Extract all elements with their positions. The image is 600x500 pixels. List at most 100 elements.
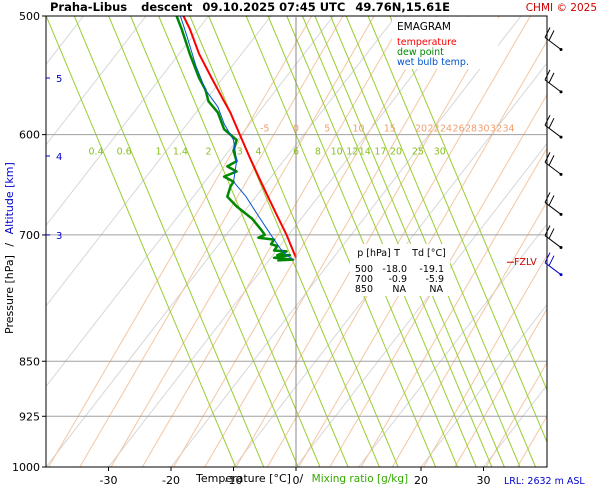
mixing-ratio-line — [301, 16, 493, 467]
table-cell-700-t: -0.9 — [388, 274, 407, 285]
mixing-ratio-label: 6 — [293, 147, 299, 158]
barb-shaft — [544, 79, 562, 93]
x-tick-label: 0 — [293, 474, 300, 487]
table-cell-850-td: NA — [429, 284, 443, 295]
isotherm-label: 30 — [477, 124, 489, 135]
barb-feather — [544, 27, 551, 38]
legend: EMAGRAM temperature dew point wet bulb t… — [392, 17, 498, 69]
barb-feather — [548, 228, 555, 239]
altitude-tick-label: 3 — [56, 231, 62, 242]
wind-barb — [544, 27, 563, 52]
altitude-tick-label: 5 — [56, 74, 62, 85]
mixing-ratio-label: 1 — [155, 147, 161, 158]
table-header-td: Td [°C] — [411, 248, 446, 259]
wind-barb — [544, 152, 563, 176]
legend-box — [392, 17, 498, 69]
series-temperature — [182, 16, 297, 259]
table-header-t: T — [393, 248, 400, 259]
fzlv-label: FZLV — [514, 257, 537, 268]
barb-feather — [548, 155, 555, 166]
isotherm-label: 24 — [440, 124, 452, 135]
barb-station-dot — [559, 48, 563, 52]
x-tick-label: -30 — [100, 474, 118, 487]
dry-adiabat — [423, 254, 547, 467]
dry-adiabat — [298, 40, 547, 467]
table-header-p: p [hPa] — [357, 248, 391, 259]
y-tick-label: 500 — [19, 10, 40, 23]
mixing-ratio-line — [108, 16, 299, 467]
isotherm — [170, 16, 522, 467]
mixing-ratio-label: 17 — [374, 147, 386, 158]
wind-barb — [544, 252, 563, 277]
barb-station-dot — [559, 135, 563, 139]
isotherm — [46, 16, 209, 227]
barb-feather — [548, 72, 555, 84]
table-cell-500-td: -19.1 — [419, 264, 444, 275]
isotherm-label: 20 — [415, 124, 427, 135]
dry-adiabat — [391, 200, 547, 467]
dry-adiabat — [204, 16, 469, 467]
mixing-ratio-line — [46, 16, 237, 467]
profile-series — [175, 16, 297, 262]
barb-shaft — [544, 161, 562, 175]
barb-feather — [548, 255, 555, 266]
barb-feather — [544, 192, 551, 203]
sounding-phase: descent — [141, 0, 193, 14]
legend-dew-point: dew point — [397, 47, 444, 58]
dry-adiabat — [454, 308, 547, 467]
isotherm — [46, 16, 147, 146]
wind-barb — [544, 192, 563, 216]
isotherm — [46, 16, 272, 307]
x-tick-label: -10 — [225, 474, 243, 487]
x-tick-label: -20 — [162, 474, 180, 487]
isotherm — [108, 16, 459, 467]
barb-feather — [544, 69, 551, 81]
barb-shaft — [544, 37, 562, 50]
barb-feather — [544, 114, 551, 126]
mixing-ratio-label: 0.6 — [117, 147, 132, 158]
mixing-ratio-label: 8 — [315, 147, 321, 158]
table-cell-850-t: NA — [392, 284, 406, 295]
x-axis-title: Temperature [°C] / Mixing ratio [g/kg] — [195, 472, 408, 485]
mixing-ratio-label: 0.4 — [88, 147, 103, 158]
isotherm — [233, 62, 547, 467]
copyright: CHMI © 2025 — [526, 2, 597, 14]
dry-adiabat — [266, 16, 531, 467]
y-tick-label: 1000 — [12, 461, 40, 474]
dry-adiabat — [173, 16, 438, 467]
x-axis-label-2: Mixing ratio [g/kg] — [312, 473, 408, 485]
mixing-ratio-label: 20 — [390, 147, 402, 158]
mixing-ratio-line — [314, 16, 505, 467]
mixing-ratio-label: 12 — [346, 147, 358, 158]
series-wet-bulb-temp — [179, 16, 294, 261]
dry-adiabat — [235, 16, 500, 467]
dry-adiabat — [485, 361, 547, 467]
y-axis-separator: / — [3, 243, 16, 247]
mixing-ratio-label: 4 — [255, 147, 261, 158]
barb-feather — [548, 30, 555, 41]
barb-station-dot — [559, 172, 563, 176]
legend-wet-bulb: wet bulb temp. — [397, 57, 469, 68]
y-axis-label-2: Altitude [km] — [3, 162, 16, 234]
sounding-datetime: 09.10.2025 07:45 UTC — [202, 0, 345, 14]
isotherm — [420, 303, 547, 467]
station-name: Praha-Libus — [50, 0, 127, 14]
isotherm-label: 15 — [384, 124, 396, 135]
barb-station-dot — [559, 273, 563, 277]
isotherm — [46, 16, 334, 388]
barb-feather — [544, 225, 551, 236]
isotherm-label: 28 — [465, 124, 477, 135]
barb-station-dot — [559, 212, 563, 216]
mixing-ratio-label: 2 — [205, 147, 211, 158]
barb-feather — [548, 117, 555, 129]
mixing-ratio-line — [389, 16, 547, 392]
barb-feather — [544, 152, 551, 163]
isotherm-label: 10 — [352, 124, 364, 135]
wind-barb — [544, 69, 563, 94]
altitude-tick-label: 4 — [56, 152, 62, 163]
isotherm-label: 34 — [502, 124, 514, 135]
wind-barbs — [544, 27, 563, 277]
table-cell-500-t: -18.0 — [382, 264, 407, 275]
isotherm-lines — [46, 16, 547, 467]
